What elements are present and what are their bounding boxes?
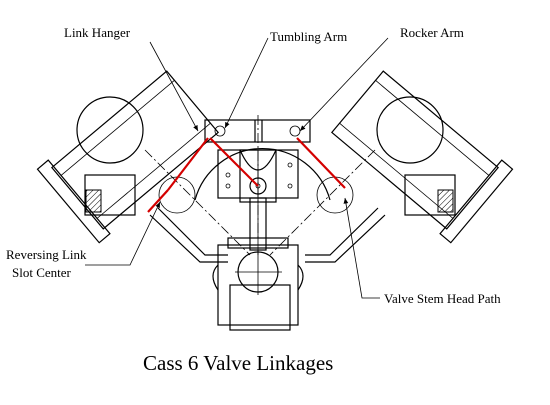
label-rocker-arm: Rocker Arm: [400, 25, 464, 40]
left-link-hanger-highlight: [167, 137, 209, 191]
right-mounting-foot: [404, 174, 456, 216]
label-link-hanger: Link Hanger: [64, 25, 131, 40]
right-valve-chest: [330, 70, 514, 244]
highlighted-linkages: [147, 137, 346, 213]
left-reversing-link-highlight: [147, 189, 169, 213]
v-frame: [149, 207, 386, 263]
label-reversing-link-line2: Slot Center: [12, 265, 72, 280]
caption: Cass 6 Valve Linkages: [143, 351, 333, 375]
bottom-valve-block: [212, 237, 304, 331]
label-tumbling-arm: Tumbling Arm: [270, 29, 347, 44]
left-valve-chest: [36, 70, 220, 244]
label-valve-stem-head-path: Valve Stem Head Path: [384, 291, 501, 306]
linkage-centerlines: [144, 115, 376, 256]
right-rocker-arm-highlight: [296, 137, 346, 189]
left-mounting-foot: [84, 174, 136, 216]
center-seat-arc: [194, 148, 331, 201]
left-valve-bore: [76, 96, 144, 164]
tumbling-arm-block: [204, 119, 311, 143]
tumbling-arm-highlight: [209, 137, 259, 187]
leader-lines: [85, 37, 389, 299]
label-reversing-link-line1: Reversing Link: [6, 247, 87, 262]
right-valve-bore: [376, 96, 444, 164]
